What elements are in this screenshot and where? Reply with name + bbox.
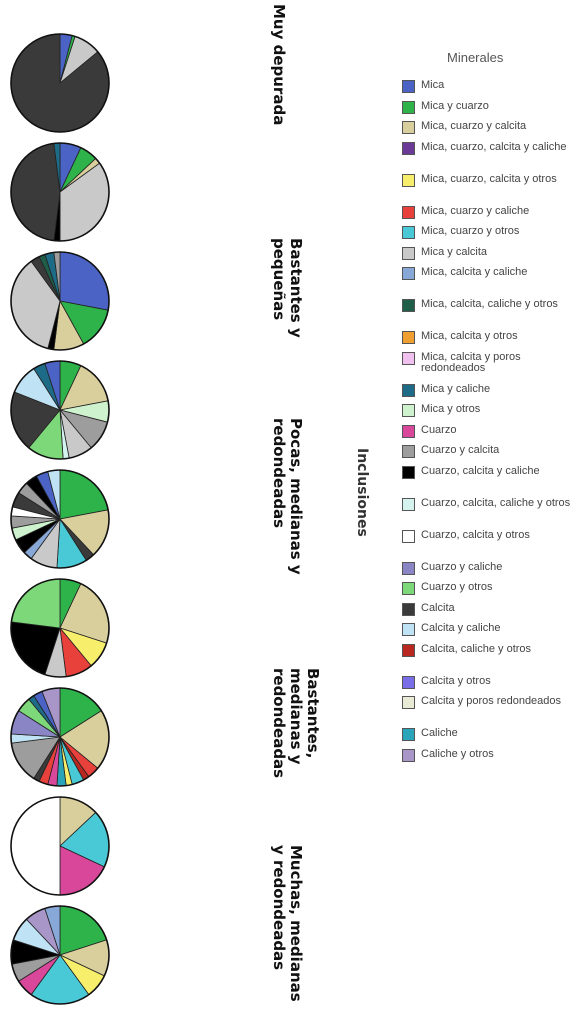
legend-swatch xyxy=(402,675,415,689)
legend-label: Cuarzo y calcita xyxy=(421,444,500,456)
legend-swatch xyxy=(402,696,415,709)
legend-label: Calcita xyxy=(421,601,455,614)
legend-label: Calcita, caliche y otros xyxy=(421,642,532,655)
legend-swatch xyxy=(402,246,415,260)
legend-label: Caliche xyxy=(421,727,458,739)
legend-swatch xyxy=(402,529,415,543)
legend-swatch xyxy=(402,383,415,397)
legend-swatch xyxy=(402,602,415,616)
group-label-bastantes-medianas: Bastantes, medianas y redondeadas xyxy=(270,668,322,779)
legend-swatch xyxy=(402,100,415,114)
legend-label: Caliche y otros xyxy=(421,747,494,760)
legend-label: Calcita y poros redondeados xyxy=(421,695,562,707)
legend-label: Mica y otros xyxy=(421,403,481,415)
legend-label: Cuarzo y otros xyxy=(421,581,493,593)
legend-swatch xyxy=(402,173,415,187)
legend-swatch xyxy=(402,623,415,636)
legend-swatch xyxy=(402,331,415,344)
legend-label: Mica, cuarzo y otros xyxy=(421,225,520,237)
legend-swatch xyxy=(402,351,415,365)
legend-swatch xyxy=(402,728,415,741)
legend-swatch xyxy=(402,121,415,134)
legend-title: Minerales xyxy=(447,50,504,65)
legend-swatch xyxy=(402,582,415,595)
legend-label: Mica y caliche xyxy=(421,382,491,395)
legend-swatch xyxy=(402,141,415,155)
legend-label: Mica, cuarzo, calcita y otros xyxy=(421,172,557,185)
pie-3-outline xyxy=(10,251,110,351)
legend-label: Calcita y otros xyxy=(421,674,491,687)
pie-8-slice-4 xyxy=(10,796,61,896)
pie-9-outline xyxy=(10,905,110,1005)
legend-label: Mica, calcita y otros xyxy=(421,330,518,342)
pie-6-outline xyxy=(10,578,110,678)
pie-chart-column xyxy=(10,33,110,1005)
pie-5-outline xyxy=(10,469,110,569)
legend-swatch xyxy=(402,445,415,458)
legend-label: Mica, calcita, caliche y otros xyxy=(421,298,558,310)
legend-label: Mica xyxy=(421,79,445,91)
legend-label: Calcita y caliche xyxy=(421,622,501,634)
legend-swatch xyxy=(402,226,415,239)
legend-label: Mica, cuarzo, calcita y caliche xyxy=(421,140,567,153)
legend-swatch xyxy=(402,748,415,762)
legend-swatch xyxy=(402,497,415,511)
legend-label: Cuarzo xyxy=(421,423,457,436)
group-label-muy-depurada: Muy depurada xyxy=(270,4,288,126)
legend-label: Cuarzo, calcita y caliche xyxy=(421,464,540,477)
group-label-pocas-medianas: Pocas, medianas y redondeadas xyxy=(270,418,305,575)
pie-1-outline xyxy=(10,33,110,133)
legend-swatch xyxy=(402,643,415,657)
legend-label: Cuarzo, calcita, caliche y otros xyxy=(421,496,571,509)
axis-title: Inclusiones xyxy=(354,448,370,537)
pie-4-outline xyxy=(10,360,110,460)
legend-swatch xyxy=(402,561,415,575)
pie-7-outline xyxy=(10,687,110,787)
legend-swatch xyxy=(402,465,415,479)
pie-2-outline xyxy=(10,142,110,242)
legend-label: Mica y calcita xyxy=(421,245,488,258)
legend-swatch xyxy=(402,404,415,417)
pie-3-slice-1 xyxy=(59,251,110,311)
legend-swatch xyxy=(402,267,415,280)
legend-label: Mica, cuarzo y calcita xyxy=(421,120,527,132)
legend-label: Mica y cuarzo xyxy=(421,99,489,112)
legend-label: Cuarzo, calcita y otros xyxy=(421,528,530,541)
legend-swatch xyxy=(402,299,415,312)
group-label-muchas-medianas: Muchas, medianas y redondeadas xyxy=(270,845,305,1002)
legend-swatch xyxy=(402,80,415,93)
pie-8-outline xyxy=(10,796,110,896)
legend-swatch xyxy=(402,205,415,219)
legend-label: Mica, calcita y caliche xyxy=(421,266,528,278)
legend-label: Mica, calcita y poros redondeados xyxy=(421,350,521,374)
legend-label: Cuarzo y caliche xyxy=(421,560,503,573)
group-label-bastantes-pequenas: Bastantes y pequeñas xyxy=(270,238,305,338)
pie-2-slice-6 xyxy=(10,142,61,242)
legend-swatch xyxy=(402,424,415,438)
legend-label: Mica, cuarzo y caliche xyxy=(421,204,530,217)
